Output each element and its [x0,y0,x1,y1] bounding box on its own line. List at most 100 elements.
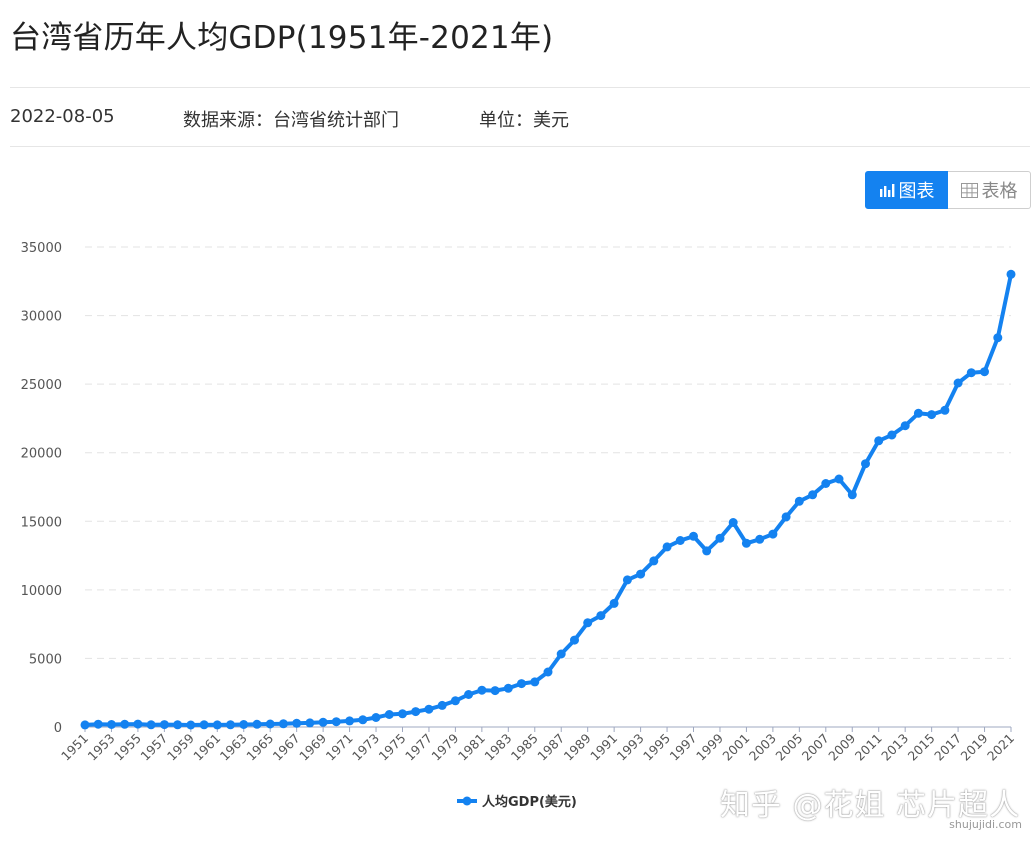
y-tick-label: 20000 [21,447,62,462]
data-point [226,720,235,730]
data-point [808,490,818,500]
data-point [80,720,90,730]
data-point [675,536,685,545]
tab-chart[interactable]: 图表 [865,171,948,209]
x-tick-label: 1983 [481,731,514,764]
data-point [927,410,937,420]
data-point [781,512,791,522]
unit-label: 单位：美元 [479,110,569,131]
x-tick-label: 1977 [402,731,435,764]
x-tick-label: 1981 [455,731,488,764]
series-line [83,272,1013,727]
x-tick-label: 1961 [190,731,223,764]
x-tick-label: 2019 [958,730,991,763]
y-tick-label: 10000 [21,584,62,599]
x-tick-label: 2013 [878,731,911,764]
data-point [503,683,513,693]
data-point [345,716,355,726]
chart-icon [879,183,895,197]
y-tick-label: 35000 [21,241,62,256]
data-source: 数据来源：台湾省统计部门 [183,110,399,131]
data-point [570,635,579,645]
data-point [887,430,897,440]
data-point [741,538,751,548]
data-point [913,408,923,418]
y-tick-label: 0 [54,721,62,736]
data-point [93,719,103,729]
data-point [556,649,566,659]
data-point [107,720,116,729]
table-icon [960,182,978,198]
data-point [834,474,844,484]
data-point [940,405,950,415]
x-tick-label: 1963 [217,731,250,764]
legend-label: 人均GDP(美元) [482,794,577,810]
x-tick-label: 1955 [111,731,144,764]
publish-date: 2022-08-05 [10,106,115,127]
data-point [1006,269,1016,279]
tab-chart-label: 图表 [898,181,935,202]
x-tick-label: 2009 [825,730,858,763]
x-tick-label: 1979 [428,730,461,763]
data-point [755,534,765,544]
data-point [636,569,646,579]
data-point [649,556,659,566]
legend-point-marker [462,796,472,806]
data-point [358,715,368,725]
x-tick-label: 1971 [323,731,356,764]
x-tick-label: 1953 [84,731,117,764]
data-point [966,368,976,378]
data-point [530,677,540,687]
data-point [980,367,989,377]
data-point [384,710,394,719]
data-point [437,700,447,710]
data-point [993,333,1003,343]
x-tick-label: 2011 [852,731,885,764]
x-tick-label: 1967 [270,731,303,764]
x-tick-label: 1965 [243,731,276,764]
data-point [583,618,593,628]
x-tick-label: 1957 [137,731,170,764]
x-tick-label: 1959 [164,730,197,763]
tab-table-label: 表格 [981,181,1018,202]
data-point [821,479,831,488]
data-point [265,719,275,729]
x-tick-label: 2003 [746,731,779,764]
data-point [490,686,500,696]
data-point [252,719,262,729]
x-tick-label: 1987 [534,731,567,764]
x-tick-label: 2021 [984,731,1017,764]
data-point [318,717,328,727]
data-point [662,542,672,552]
data-point [543,667,553,677]
divider [10,146,1030,147]
data-point [133,719,143,729]
tab-table[interactable]: 表格 [948,171,1031,209]
data-point [609,598,619,608]
data-point [900,421,910,431]
data-point [596,611,606,621]
data-point [689,531,698,541]
data-point [173,720,183,730]
x-tick-label: 2015 [905,731,938,764]
x-tick-label: 1993 [614,731,647,764]
divider [10,87,1030,88]
x-tick-label: 1997 [667,731,700,764]
x-tick-label: 1969 [296,730,329,763]
data-point [120,719,130,729]
x-tick-label: 2017 [931,731,964,764]
x-tick-label: 1973 [349,731,382,764]
x-tick-label: 2007 [799,731,832,764]
data-point [331,717,341,727]
x-tick-label: 1995 [640,731,673,764]
x-tick-label: 1991 [587,731,620,764]
data-point [305,718,315,728]
chart-legend: 人均GDP(美元) [457,794,577,810]
watermark: 知乎 @花姐 芯片超人 [720,788,1021,823]
data-point [371,713,381,722]
x-tick-label: 2001 [719,731,752,764]
data-point [517,679,526,689]
page-title: 台湾省历年人均GDP(1951年-2021年) [10,20,554,56]
data-point [411,707,421,717]
data-point [847,490,857,500]
